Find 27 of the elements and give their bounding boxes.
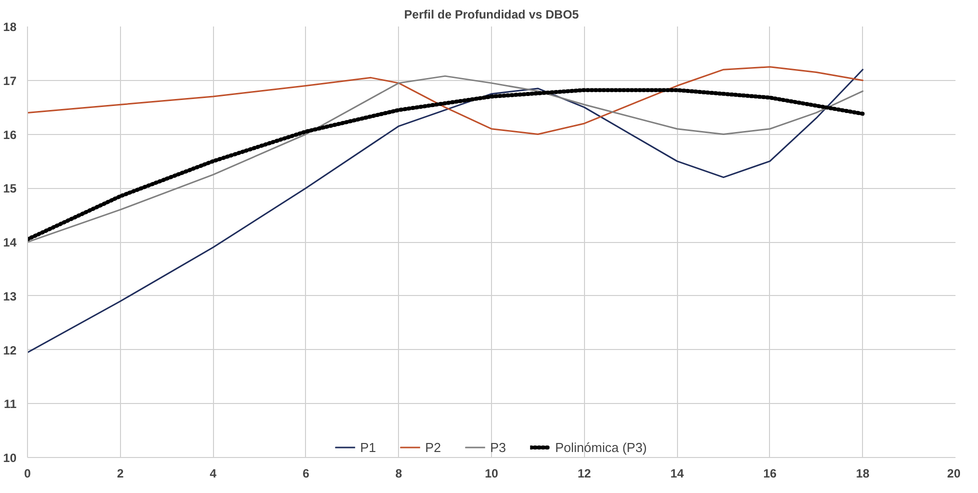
line-series: [28, 68, 864, 354]
y-tick-label: 14: [3, 236, 17, 250]
legend-label: P1: [360, 440, 378, 454]
y-tick-label: 13: [3, 289, 17, 304]
y-tick-label: 16: [3, 128, 17, 142]
x-tick-label: 16: [763, 466, 777, 480]
chart-title: Perfil de Profundidad vs DBO5: [404, 8, 580, 22]
legend-label: P2: [425, 440, 442, 454]
y-tick-label: 11: [4, 397, 17, 412]
y-tick-label: 12: [3, 343, 17, 358]
y-tick-label: 10: [3, 451, 17, 465]
legend-label: Polinómica (P3): [555, 440, 647, 454]
x-tick-label: 4: [210, 466, 217, 480]
line-series: [28, 66, 864, 135]
y-tick-label: 17: [3, 74, 17, 88]
x-tick-label: 8: [395, 466, 402, 480]
x-tick-label: 6: [302, 466, 310, 480]
y-tick-label: 18: [3, 20, 17, 34]
x-tick-label: 20: [947, 466, 961, 480]
legend-label: P3: [490, 440, 508, 454]
x-tick-label: 18: [856, 466, 870, 480]
y-tick-label: 15: [3, 182, 17, 196]
x-tick-label: 14: [670, 466, 684, 480]
x-tick-label: 12: [578, 466, 592, 480]
x-tick-label: 0: [24, 466, 32, 480]
x-tick-label: 10: [484, 466, 498, 480]
x-tick-label: 2: [116, 466, 124, 480]
